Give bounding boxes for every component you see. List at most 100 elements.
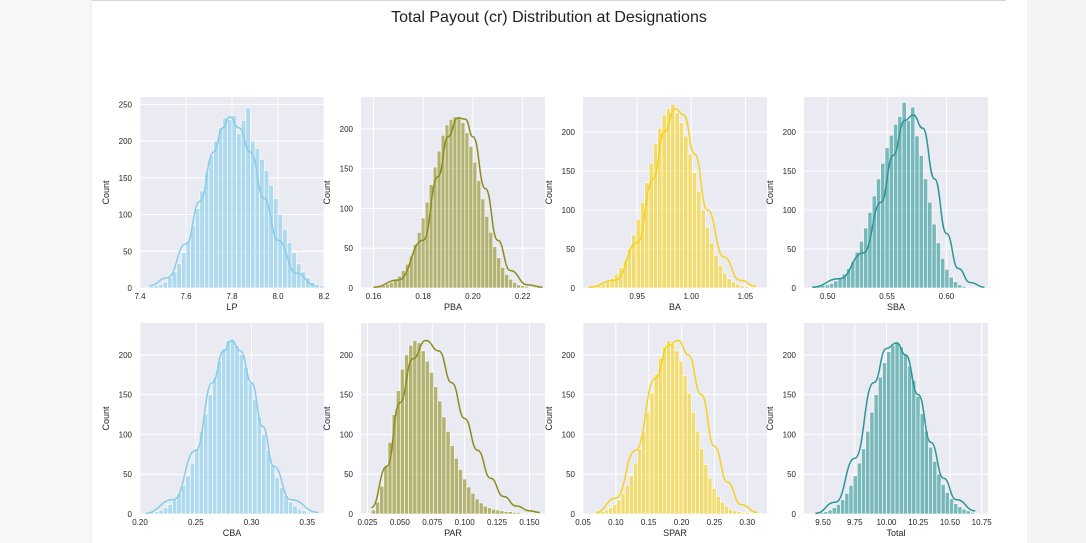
histogram-bar: [504, 274, 509, 289]
histogram-bar: [848, 485, 854, 515]
histogram-bar: [620, 493, 626, 515]
histogram-bar: [635, 219, 641, 289]
histogram-bar: [420, 350, 426, 515]
histogram-bar: [970, 286, 976, 289]
y-tick-label: 0: [571, 284, 576, 293]
histogram-bar: [661, 114, 667, 289]
histogram-bar: [231, 115, 237, 289]
x-tick-label: 0.150: [519, 518, 540, 527]
histogram-bar: [711, 488, 717, 515]
histogram-bar: [823, 511, 829, 515]
histogram-bar: [397, 275, 402, 289]
histogram-bar: [901, 102, 907, 289]
histogram-bar: [765, 286, 771, 289]
histogram-bar: [880, 162, 886, 289]
histogram-bar: [167, 504, 173, 515]
histogram-bar: [732, 510, 738, 515]
histogram-bar: [444, 124, 450, 289]
histogram-bar: [695, 430, 700, 515]
x-tick-label: 0.100: [455, 518, 476, 527]
histogram-bar: [965, 510, 971, 515]
y-tick-label: 100: [562, 206, 576, 215]
histogram-bar: [516, 512, 521, 515]
histogram-bar: [910, 106, 916, 289]
y-axis-label: Count: [765, 180, 775, 205]
y-tick-label: 50: [566, 245, 575, 254]
y-axis-label: Count: [544, 180, 554, 205]
histogram-bar: [863, 227, 869, 289]
histogram-bar: [279, 487, 285, 515]
histogram-bar: [683, 135, 689, 289]
x-tick-label: 0.25: [707, 518, 723, 527]
histogram-bar: [944, 268, 950, 289]
histogram-bar: [236, 133, 242, 289]
x-axis-label: Total: [886, 528, 905, 538]
histogram-bar: [148, 286, 155, 289]
histogram-bar: [499, 510, 505, 515]
histogram-bar: [524, 512, 530, 515]
x-axis-label: LP: [226, 302, 237, 312]
histogram-bar: [172, 499, 178, 515]
histogram-bar: [965, 286, 971, 289]
histogram-bar: [709, 242, 715, 289]
histogram-bar: [987, 286, 993, 289]
histogram-bar: [243, 367, 249, 515]
histogram-bar: [894, 342, 900, 515]
histogram-bar: [274, 477, 280, 515]
histogram-bar: [953, 281, 958, 289]
histogram-bar: [974, 512, 980, 515]
histogram-bar: [532, 512, 538, 515]
histogram-bar: [199, 190, 205, 289]
histogram-bar: [936, 473, 942, 515]
histogram-bar: [305, 512, 311, 515]
kde-line: [373, 116, 543, 288]
histogram-bar: [614, 273, 620, 289]
x-tick-label: 8.2: [318, 292, 330, 301]
histogram-bar: [512, 512, 517, 515]
histogram-bar: [757, 512, 763, 515]
histogram-bar: [616, 499, 622, 515]
histogram-bar: [923, 430, 929, 515]
histogram-bar: [961, 508, 967, 515]
histogram-bar: [167, 277, 173, 289]
x-tick-label: 0.20: [132, 518, 148, 527]
histogram-panel-total: 9.50 9.75 10.00 10.25 10.50 10.75 0 50 100 150 200…: [765, 323, 992, 538]
y-tick-label: 150: [340, 391, 354, 400]
histogram-bar: [612, 504, 618, 515]
y-tick-label: 0: [349, 284, 354, 293]
histogram-bar: [876, 178, 881, 289]
y-tick-label: 100: [562, 430, 576, 439]
kde-line: [815, 342, 976, 514]
y-tick-label: 0: [349, 510, 354, 519]
histogram-bar: [744, 512, 750, 515]
x-tick-label: 0.60: [939, 292, 955, 301]
histogram-bar: [456, 117, 462, 289]
histogram-bar: [865, 430, 871, 515]
histogram-bar: [520, 285, 525, 289]
histogram-bar: [420, 217, 426, 289]
histogram-bar: [961, 286, 967, 289]
y-axis-label: Count: [322, 406, 332, 431]
y-tick-label: 150: [783, 167, 797, 176]
histogram-bar: [225, 340, 231, 515]
y-tick-label: 0: [128, 284, 133, 293]
histogram-bar: [717, 265, 723, 289]
histogram-bar: [158, 284, 164, 289]
histogram-bar: [208, 155, 214, 289]
histogram-bar: [319, 285, 325, 289]
histogram-bar: [844, 493, 850, 515]
x-tick-label: 0.35: [299, 518, 315, 527]
y-tick-label: 0: [792, 284, 797, 293]
x-tick-label: 0.95: [629, 292, 645, 301]
histogram-bar: [180, 485, 187, 515]
x-tick-label: 0.075: [422, 518, 443, 527]
y-tick-label: 100: [340, 204, 354, 213]
histogram-bar: [424, 360, 430, 515]
kde-line: [588, 107, 757, 288]
y-tick-label: 150: [340, 165, 354, 174]
histogram-bar: [953, 503, 959, 515]
histogram-bar: [472, 161, 478, 289]
histogram-bar: [914, 135, 920, 289]
histogram-bar: [890, 344, 896, 515]
kde-line: [149, 116, 315, 287]
